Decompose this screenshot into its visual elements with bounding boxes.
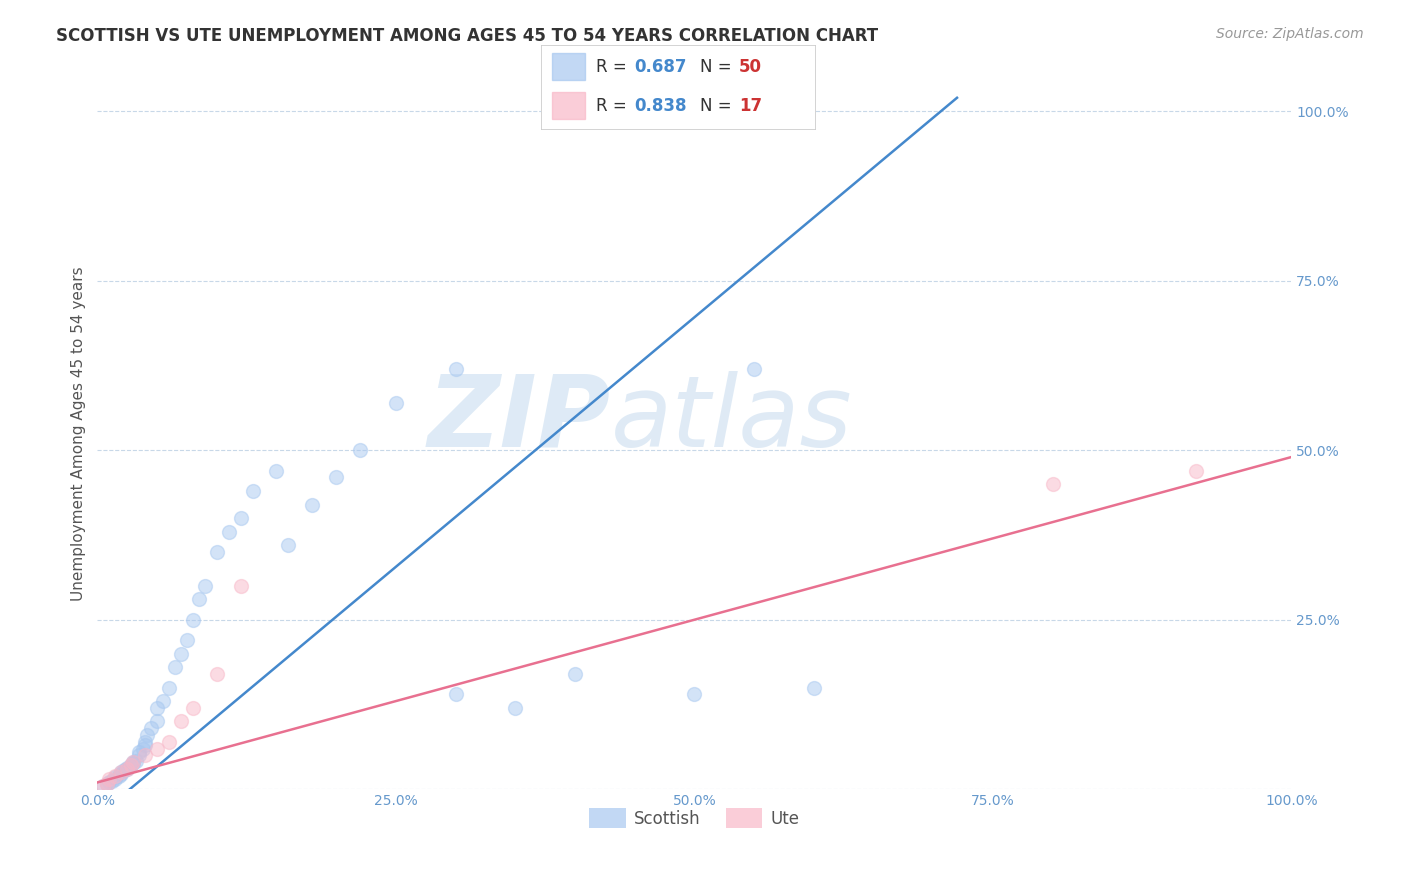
- Point: [98, 775, 121, 789]
- Point: [124, 754, 146, 768]
- Point: [139, 721, 162, 735]
- Point: [1042, 477, 1064, 491]
- Point: [301, 498, 323, 512]
- Point: [110, 765, 132, 780]
- Point: [205, 667, 228, 681]
- Point: [266, 464, 288, 478]
- Point: [229, 579, 252, 593]
- Point: [112, 763, 135, 777]
- Point: [104, 772, 127, 786]
- Point: [349, 443, 371, 458]
- Point: [742, 362, 765, 376]
- Point: [385, 396, 408, 410]
- Point: [444, 687, 467, 701]
- Text: 0.838: 0.838: [634, 96, 688, 114]
- Point: [96, 777, 118, 791]
- Point: [91, 779, 114, 793]
- Point: [564, 667, 586, 681]
- Point: [170, 647, 193, 661]
- Point: [100, 774, 122, 789]
- Text: ZIP: ZIP: [427, 370, 610, 467]
- Point: [146, 741, 169, 756]
- Text: N =: N =: [700, 58, 737, 76]
- Text: 50: 50: [738, 58, 762, 76]
- Point: [104, 770, 127, 784]
- Point: [242, 483, 264, 498]
- Y-axis label: Unemployment Among Ages 45 to 54 years: Unemployment Among Ages 45 to 54 years: [72, 266, 86, 600]
- Point: [187, 592, 209, 607]
- Point: [134, 748, 156, 763]
- Point: [122, 755, 145, 769]
- Point: [96, 777, 118, 791]
- Point: [108, 769, 131, 783]
- Point: [146, 701, 169, 715]
- Point: [115, 762, 138, 776]
- Point: [115, 760, 138, 774]
- Text: 0.687: 0.687: [634, 58, 688, 76]
- Point: [136, 728, 159, 742]
- Text: SCOTTISH VS UTE UNEMPLOYMENT AMONG AGES 45 TO 54 YEARS CORRELATION CHART: SCOTTISH VS UTE UNEMPLOYMENT AMONG AGES …: [56, 27, 879, 45]
- Text: 17: 17: [738, 96, 762, 114]
- Point: [163, 660, 186, 674]
- Bar: [553, 92, 585, 120]
- Point: [120, 758, 142, 772]
- Text: R =: R =: [596, 58, 633, 76]
- Point: [110, 767, 132, 781]
- Point: [128, 748, 150, 763]
- Point: [134, 735, 156, 749]
- Point: [132, 741, 155, 756]
- Point: [277, 538, 299, 552]
- Point: [120, 758, 142, 772]
- Point: [134, 738, 156, 752]
- Point: [444, 362, 467, 376]
- Text: Source: ZipAtlas.com: Source: ZipAtlas.com: [1216, 27, 1364, 41]
- Point: [146, 714, 169, 729]
- Point: [98, 772, 121, 786]
- Point: [181, 613, 204, 627]
- Point: [170, 714, 193, 729]
- Point: [157, 735, 180, 749]
- Point: [110, 765, 132, 780]
- Point: [91, 779, 114, 793]
- Text: N =: N =: [700, 96, 737, 114]
- Point: [152, 694, 174, 708]
- Point: [803, 681, 825, 695]
- Point: [683, 687, 706, 701]
- Point: [176, 633, 198, 648]
- Point: [325, 470, 347, 484]
- Point: [1185, 464, 1208, 478]
- Point: [229, 511, 252, 525]
- Text: R =: R =: [596, 96, 633, 114]
- Point: [157, 681, 180, 695]
- Point: [503, 701, 526, 715]
- Point: [205, 545, 228, 559]
- Point: [104, 769, 127, 783]
- Point: [128, 745, 150, 759]
- Legend: Scottish, Ute: Scottish, Ute: [582, 802, 806, 834]
- Point: [181, 701, 204, 715]
- Point: [122, 756, 145, 771]
- Point: [194, 579, 217, 593]
- Bar: [553, 54, 585, 80]
- Text: atlas: atlas: [610, 370, 852, 467]
- Point: [115, 762, 138, 776]
- Point: [218, 524, 240, 539]
- Point: [122, 755, 145, 769]
